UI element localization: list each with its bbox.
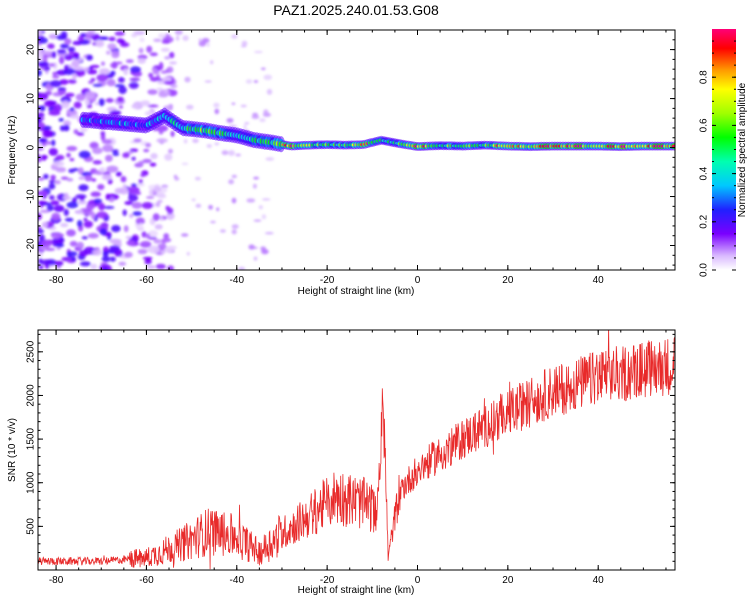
snr-series-line: [38, 330, 675, 570]
snr-y-tick-label: 1000: [26, 471, 37, 494]
spectrogram-y-tick-label: 10: [26, 93, 37, 105]
snr-x-tick-label: 0: [415, 575, 421, 586]
spectrogram-y-ticks: -20 -10 0 10 20: [26, 29, 675, 266]
spectrogram-y-tick-label: 20: [26, 44, 37, 56]
spectrogram-frame: [37, 29, 676, 271]
spectrogram-x-tick-label: -60: [139, 275, 154, 286]
snr-x-tick-label: -40: [230, 575, 245, 586]
spectrogram-x-tick-label: 20: [502, 275, 514, 286]
snr-y-label: SNR (10 * v/v): [7, 418, 18, 482]
spectrogram-x-ticks: -80 -60 -40 -20 0 20 40: [49, 30, 667, 286]
snr-x-tick-label: 40: [593, 575, 605, 586]
spectrogram-x-tick-label: -20: [320, 275, 335, 286]
colorbar: 0.0 0.2 0.4 0.6 0.8 Normalized spectral ampl…: [699, 29, 748, 277]
spectrogram-x-label: Height of straight line (km): [298, 286, 415, 297]
colorbar-ticks: 0.0 0.2 0.4 0.6 0.8: [699, 40, 736, 277]
snr-y-tick-label: 500: [26, 518, 37, 535]
colorbar-tick-label: 0.6: [699, 118, 710, 132]
spectrogram-panel: -80 -60 -40 -20 0 20 40 -20 -10 0 10 20 Height of …: [7, 29, 676, 297]
colorbar-tick-label: 0.2: [699, 214, 710, 228]
snr-y-tick-label: 1500: [26, 428, 37, 451]
colorbar-gradient: [712, 29, 736, 270]
spectrogram-x-tick-label: 0: [415, 275, 421, 286]
snr-x-tick-label: -20: [320, 575, 335, 586]
snr-x-label: Height of straight line (km): [298, 585, 415, 596]
colorbar-label: Normalized spectral amplitude: [737, 82, 748, 217]
snr-x-ticks: -80 -60 -40 -20 0 20 40: [49, 330, 667, 586]
spectrogram-y-label: Frequency (Hz): [7, 116, 18, 185]
snr-panel: -80 -60 -40 -20 0 20 40 500 1000 1500 2000 2500 He…: [7, 329, 676, 596]
spectrogram-y-tick-label: -10: [26, 189, 37, 204]
snr-x-tick-label: 20: [502, 575, 514, 586]
spectrogram-y-tick-label: -20: [26, 238, 37, 253]
colorbar-tick-label: 0.4: [699, 166, 710, 180]
spectrogram-x-tick-label: -40: [230, 275, 245, 286]
snr-y-tick-label: 2500: [26, 340, 37, 363]
snr-x-tick-label: -60: [139, 575, 154, 586]
spectrogram-x-tick-label: -80: [49, 275, 64, 286]
figure-title: PAZ1.2025.240.01.53.G08: [273, 2, 439, 18]
spectrogram-x-tick-label: 40: [593, 275, 605, 286]
snr-y-tick-label: 2000: [26, 384, 37, 407]
spectrogram-y-tick-label: 0: [26, 144, 37, 150]
snr-y-ticks: 500 1000 1500 2000 2500: [26, 333, 675, 562]
colorbar-tick-label: 0.8: [699, 70, 710, 84]
snr-x-tick-label: -80: [49, 575, 64, 586]
spectrogram-image: [38, 30, 675, 270]
snr-plot-area: [38, 330, 675, 570]
colorbar-tick-label: 0.0: [699, 263, 710, 277]
snr-frame: [37, 329, 676, 571]
